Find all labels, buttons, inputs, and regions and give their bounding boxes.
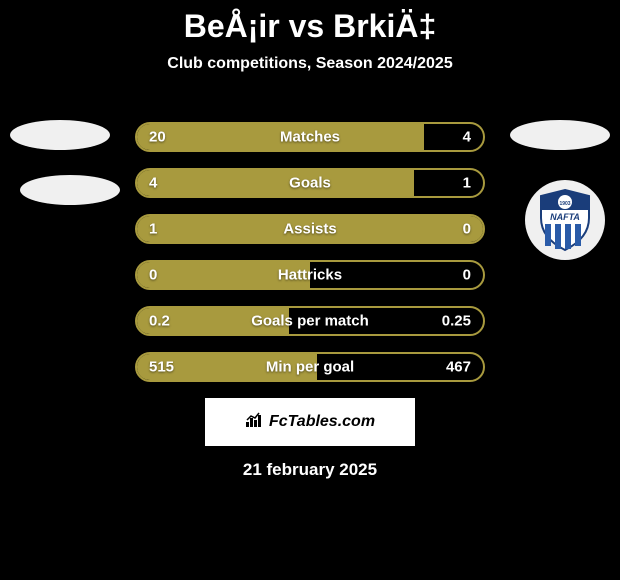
fctables-badge[interactable]: FcTables.com (205, 398, 415, 446)
stat-label: Hattricks (137, 267, 483, 284)
stats-container: 20 Matches 4 4 Goals 1 1 Assists 0 0 Hat… (135, 122, 485, 480)
badge-text: FcTables.com (245, 412, 375, 433)
stat-value-right: 0.25 (442, 313, 471, 330)
shield-year-text: 1903 (559, 201, 570, 207)
stat-value-right: 0 (463, 221, 471, 238)
chart-icon (245, 412, 265, 433)
stat-label: Goals per match (137, 313, 483, 330)
stat-label: Goals (137, 175, 483, 192)
stat-label: Assists (137, 221, 483, 238)
stat-value-right: 1 (463, 175, 471, 192)
page-subtitle: Club competitions, Season 2024/2025 (0, 55, 620, 73)
player-right-logo-2: 1903 NAFTA (525, 180, 605, 260)
shield-name-text: NAFTA (550, 212, 580, 222)
date-text: 21 february 2025 (135, 460, 485, 480)
stat-value-right: 0 (463, 267, 471, 284)
stat-bar-assists: 1 Assists 0 (135, 214, 485, 244)
page-title: BeÅ¡ir vs BrkiÄ‡ (0, 0, 620, 45)
shield-icon: 1903 NAFTA (535, 188, 595, 252)
stat-label: Min per goal (137, 359, 483, 376)
stat-value-right: 467 (446, 359, 471, 376)
stat-bar-matches: 20 Matches 4 (135, 122, 485, 152)
stat-bar-goals-per-match: 0.2 Goals per match 0.25 (135, 306, 485, 336)
stat-label: Matches (137, 129, 483, 146)
stat-bar-goals: 4 Goals 1 (135, 168, 485, 198)
stat-value-right: 4 (463, 129, 471, 146)
badge-label: FcTables.com (269, 413, 375, 431)
player-left-logo-1 (10, 120, 110, 150)
player-right-logo-1 (510, 120, 610, 150)
stat-bar-hattricks: 0 Hattricks 0 (135, 260, 485, 290)
player-left-logo-2 (20, 175, 120, 205)
stat-bar-min-per-goal: 515 Min per goal 467 (135, 352, 485, 382)
